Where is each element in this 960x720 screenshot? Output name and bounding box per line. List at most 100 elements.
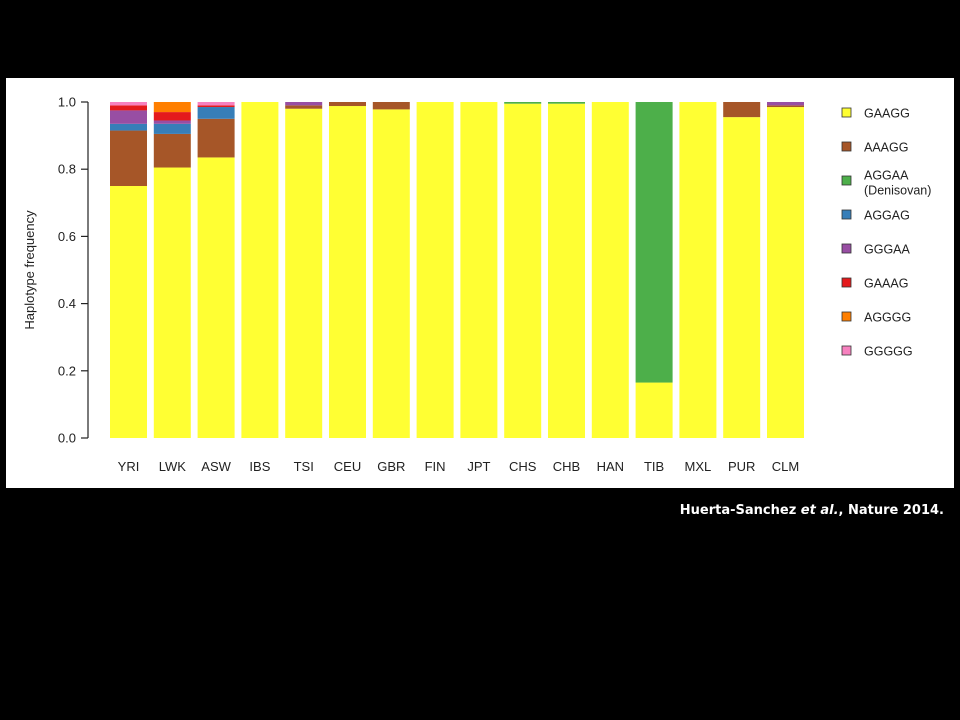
bar-segment	[110, 102, 147, 106]
legend-item: GAAAG	[841, 277, 908, 291]
bar-segment	[153, 167, 191, 438]
bar-segment	[153, 120, 191, 124]
legend-item: AGGAG	[841, 209, 910, 223]
bar-segment	[460, 102, 498, 438]
x-tick-label: CHS	[509, 459, 537, 474]
x-tick-label: HAN	[597, 459, 624, 474]
x-tick-label: LWK	[159, 459, 187, 474]
legend-swatch	[841, 243, 852, 254]
bar-segment	[110, 186, 147, 438]
bar-stack-pur	[723, 102, 761, 438]
bar-segment	[153, 133, 191, 168]
y-axis: 0.0 0.2 0.4 0.6 0.8 1.0	[58, 95, 89, 446]
x-tick-label: GBR	[377, 459, 405, 474]
legend-swatch	[841, 277, 852, 288]
bar-segment	[197, 118, 235, 158]
chart-panel: 0.0 0.2 0.4 0.6 0.8 1.0 YRI LWK ASW IBS TSI CEU GBR…	[6, 78, 954, 488]
bar-segment	[635, 102, 673, 383]
bar-stack-chb	[548, 102, 585, 439]
x-tick-label: JPT	[467, 459, 490, 474]
bar-stack-asw	[197, 102, 235, 438]
legend-item: AGGAA(Denisovan)	[841, 169, 931, 198]
bar-segment	[110, 123, 147, 131]
bar-stack-tib	[635, 102, 673, 438]
bar-segment	[723, 117, 761, 438]
x-tick-label: PUR	[728, 459, 755, 474]
citation-prefix: Huerta-Sanchez	[679, 503, 801, 518]
bar-stack-jpt	[460, 102, 498, 438]
bars	[110, 102, 804, 439]
bar-stack-chs	[504, 102, 542, 439]
bar-segment	[241, 102, 279, 438]
y-tick-label: 1.0	[58, 95, 76, 110]
legend-swatch	[841, 175, 852, 186]
bar-stack-ibs	[241, 102, 279, 438]
legend-item: AAAGG	[841, 141, 908, 155]
legend-swatch	[841, 209, 852, 220]
x-tick-label: CEU	[334, 459, 361, 474]
legend-label: GAAAG	[864, 277, 908, 291]
legend-label: GAAGG	[864, 107, 910, 121]
bar-segment	[197, 157, 235, 438]
citation: Huerta-Sanchez et al., Nature 2014.	[680, 503, 944, 518]
y-tick-label: 0.4	[58, 296, 76, 311]
legend-swatch	[841, 345, 852, 356]
x-tick-label: CLM	[772, 459, 799, 474]
x-tick-label: YRI	[118, 459, 140, 474]
legend-swatch	[841, 107, 852, 118]
citation-suffix: , Nature 2014.	[838, 503, 944, 518]
x-tick-label: CHB	[553, 459, 580, 474]
legend-label: (Denisovan)	[864, 184, 931, 198]
bar-segment	[110, 130, 147, 186]
x-tick-label: FIN	[425, 459, 446, 474]
bar-segment	[504, 103, 542, 439]
bar-segment	[153, 112, 191, 121]
bar-segment	[767, 107, 804, 438]
bar-segment	[197, 102, 235, 106]
bar-segment	[285, 108, 323, 438]
bar-stack-lwk	[153, 102, 191, 438]
x-tick-label: MXL	[685, 459, 712, 474]
bar-stack-tsi	[285, 102, 323, 438]
legend-item: GAAGG	[841, 107, 910, 121]
bar-segment	[153, 102, 191, 113]
x-axis-labels: YRI LWK ASW IBS TSI CEU GBR FIN JPT CHS CHB HAN TIB M…	[118, 459, 800, 474]
x-tick-label: TSI	[294, 459, 314, 474]
stacked-bar-chart: 0.0 0.2 0.4 0.6 0.8 1.0 YRI LWK ASW IBS TSI CEU GBR…	[22, 95, 931, 475]
y-tick-label: 0.2	[58, 363, 76, 378]
bar-segment	[767, 102, 804, 106]
bar-stack-han	[591, 102, 629, 438]
bar-segment	[329, 102, 366, 107]
bar-stack-gbr	[372, 102, 410, 438]
bar-segment	[197, 105, 235, 108]
bar-stack-mxl	[679, 102, 717, 438]
bar-stack-ceu	[329, 102, 366, 439]
citation-italic: et al.	[800, 503, 839, 518]
bar-segment	[504, 102, 542, 104]
bar-segment	[372, 102, 410, 110]
bar-segment	[153, 123, 191, 134]
legend-item: GGGAA	[841, 243, 911, 257]
y-tick-label: 0.8	[58, 162, 76, 177]
bar-segment	[110, 105, 147, 111]
bar-segment	[285, 105, 323, 109]
bar-segment	[635, 382, 673, 438]
bar-stack-clm	[767, 102, 804, 438]
y-axis-label: Haplotype frequency	[22, 210, 37, 330]
y-tick-label: 0.0	[58, 431, 76, 446]
bar-segment	[591, 102, 629, 438]
legend-label: GGGAA	[864, 243, 911, 257]
legend: GAAGG AAAGG AGGAA(Denisovan) AGGAG GGGAA GAAA…	[841, 107, 931, 359]
legend-item: AGGGG	[841, 311, 911, 325]
bar-stack-fin	[416, 102, 454, 438]
y-tick-label: 0.6	[58, 229, 76, 244]
bar-segment	[197, 107, 235, 119]
bar-segment	[548, 103, 585, 439]
legend-label: AGGGG	[864, 311, 911, 325]
bar-segment	[285, 102, 323, 106]
bar-stack-yri	[110, 102, 147, 438]
x-tick-label: TIB	[644, 459, 664, 474]
legend-swatch	[841, 141, 852, 152]
legend-label: AGGAA	[864, 169, 909, 183]
x-tick-label: ASW	[201, 459, 231, 474]
